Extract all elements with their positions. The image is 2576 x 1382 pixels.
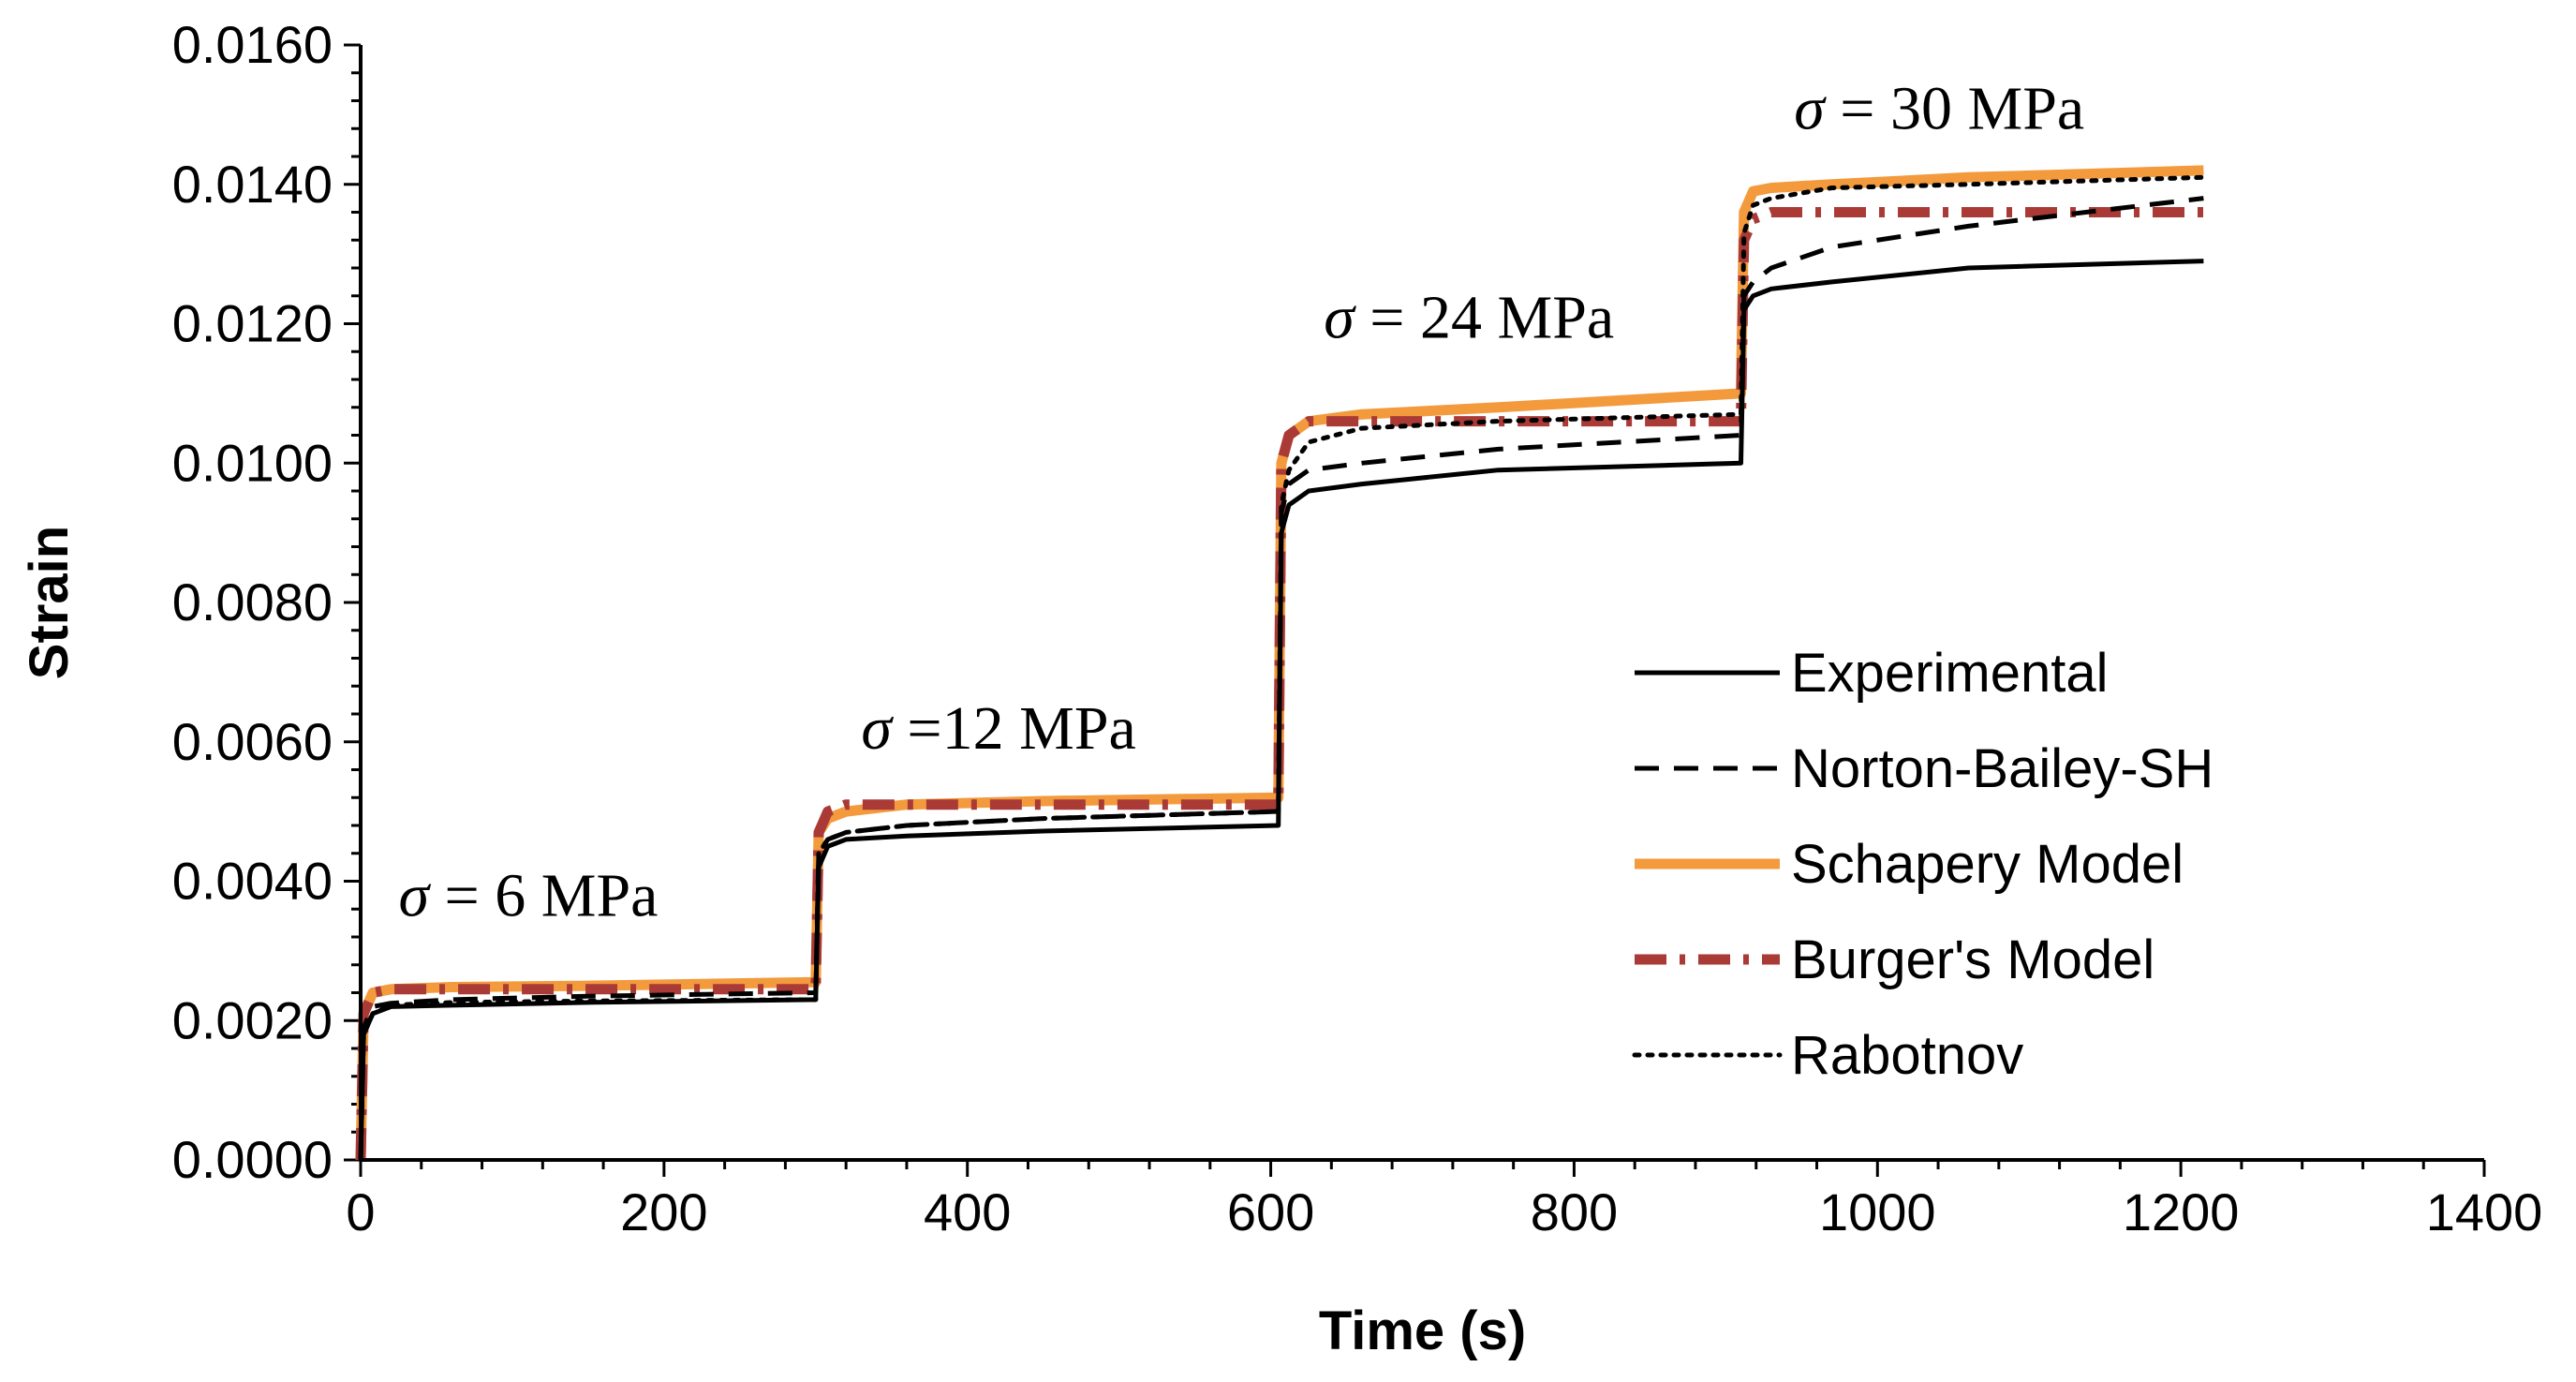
y-tick-labels: 0.0000 0.0020 0.0040 0.0060 0.0080 0.0100 0.01… (172, 15, 333, 1189)
x-axis-title: Time (s) (1319, 1300, 1526, 1361)
y-tick-label: 0.0040 (172, 852, 333, 911)
stress-annotation: σ = 30 MPa (1794, 74, 2084, 142)
y-tick-label: 0.0060 (172, 712, 333, 771)
legend: Experimental Norton-Bailey-SH Schapery Mod… (1632, 643, 2213, 1086)
series-line-experimental (358, 259, 2204, 1161)
x-tick-label: 800 (1531, 1182, 1618, 1241)
y-tick-label: 0.0160 (172, 15, 333, 74)
x-tick-label: 1000 (1819, 1182, 1936, 1241)
x-tick-label: 200 (620, 1182, 707, 1241)
stress-annotation: σ = 6 MPa (398, 862, 658, 930)
y-tick-label: 0.0140 (172, 155, 333, 214)
series-layer (355, 165, 2206, 1163)
legend-label: Rabotnov (1791, 1025, 2023, 1086)
stress-annotation: σ = 24 MPa (1324, 283, 1614, 351)
legend-label: Norton-Bailey-SH (1791, 738, 2213, 799)
legend-label: Experimental (1791, 643, 2108, 704)
x-tick-label: 0 (346, 1182, 375, 1241)
y-tick-label: 0.0000 (172, 1130, 333, 1189)
x-tick-label: 600 (1227, 1182, 1314, 1241)
legend-label: Burger's Model (1791, 929, 2154, 990)
legend-label: Schapery Model (1791, 834, 2184, 895)
x-tick-labels: 0 200 400 600 800 1000 1200 1400 (346, 1182, 2542, 1241)
x-tick-label: 1200 (2123, 1182, 2240, 1241)
y-tick-label: 0.0020 (172, 990, 333, 1049)
y-axis-title: Strain (19, 526, 80, 679)
x-tick-label: 400 (924, 1182, 1011, 1241)
stress-annotation: σ =12 MPa (861, 694, 1135, 763)
stress-annotations: σ = 6 MPa σ =12 MPa σ = 24 MPa σ = 30 MPa (398, 74, 2084, 929)
y-tick-label: 0.0100 (172, 433, 333, 492)
y-tick-label: 0.0120 (172, 294, 333, 353)
series-line-burger-s-model (355, 207, 2204, 1161)
y-tick-label: 0.0080 (172, 572, 333, 632)
x-tick-label: 1400 (2426, 1182, 2543, 1241)
